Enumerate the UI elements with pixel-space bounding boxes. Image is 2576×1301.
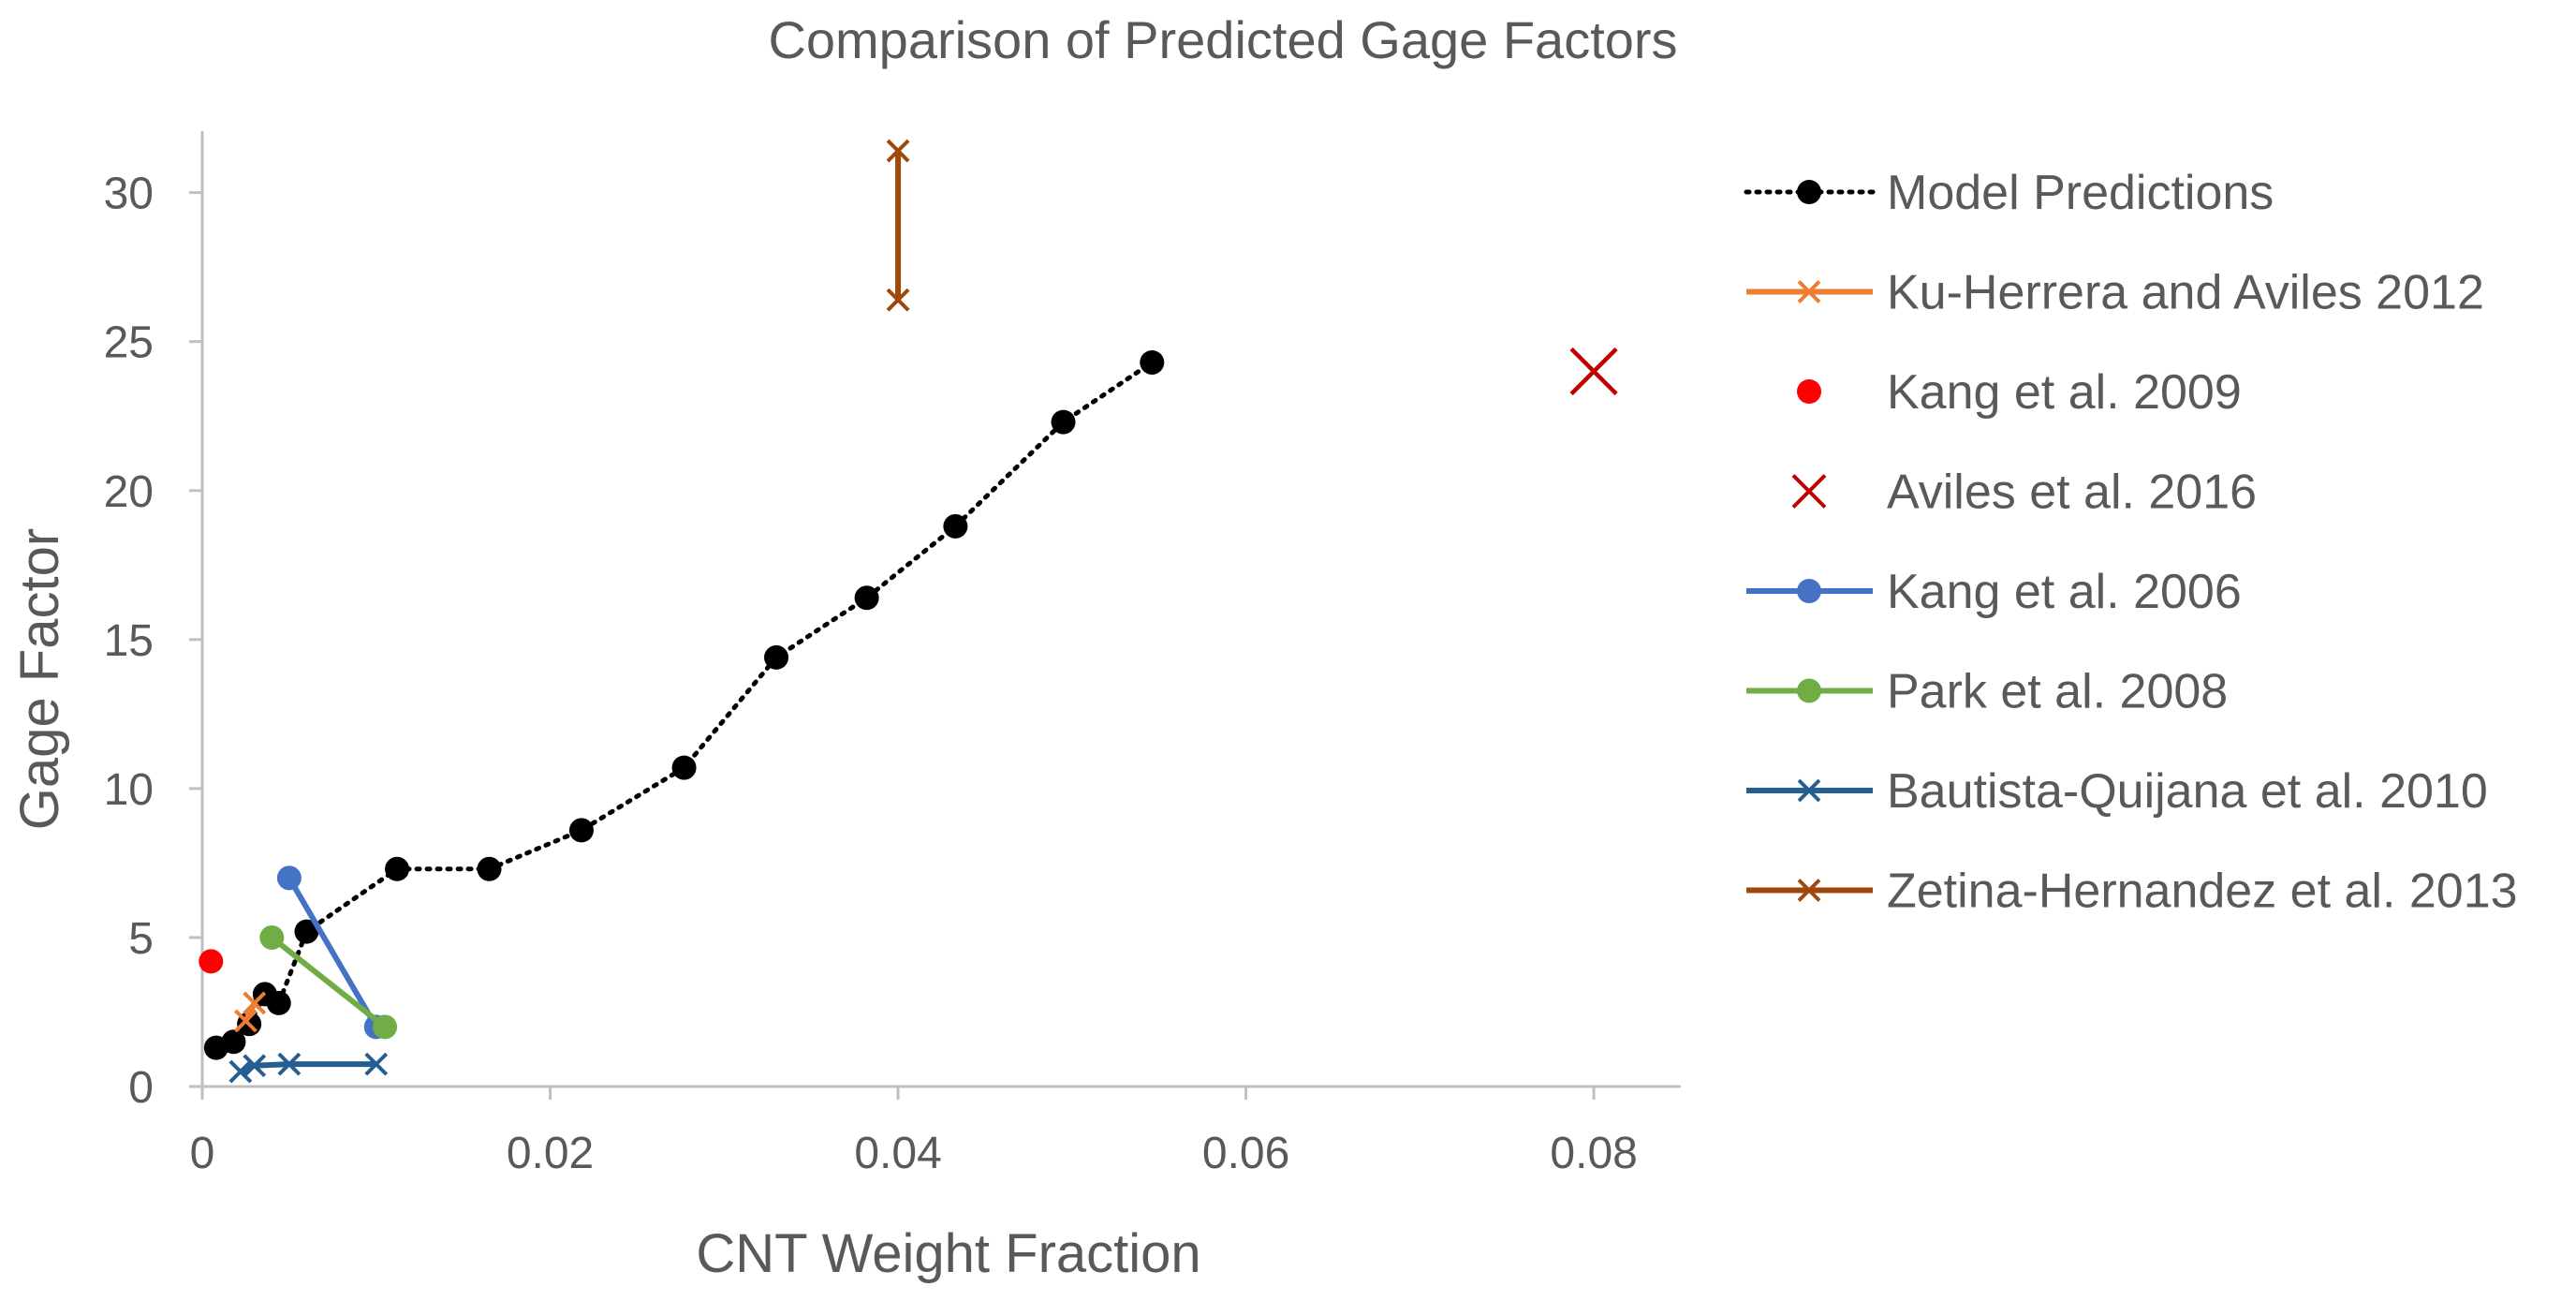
- legend-item-zetina-hernandez-et-al-2013: Zetina-Hernandez et al. 2013: [1746, 865, 2518, 919]
- series-line-bautista-quijana-et-al-2010: [239, 1061, 376, 1074]
- y-tick-label: 15: [104, 616, 154, 666]
- series-park-et-al-2008: [259, 924, 398, 1040]
- data-point-bautista-quijana-et-al-2010-stroke: [277, 1052, 302, 1076]
- data-point-model-predictions: [294, 919, 319, 944]
- chart-title: Comparison of Predicted Gage Factors: [768, 10, 1677, 69]
- legend-label-kang-et-al-2006: Kang et al. 2006: [1887, 565, 2242, 619]
- legend-marker-stroke: [1791, 474, 1827, 509]
- legend-label-model-predictions: Model Predictions: [1887, 166, 2274, 220]
- data-point-bautista-quijana-et-al-2010-stroke: [243, 1054, 267, 1078]
- legend-marker-ku-herrera-and-aviles-2012-stroke: [1797, 280, 1821, 303]
- data-point-kang-et-al-2009: [199, 949, 224, 974]
- data-point-bautista-quijana-et-al-2010: [277, 1052, 302, 1076]
- data-point-aviles-et-al-2016-stroke: [1569, 347, 1618, 396]
- legend-item-kang-et-al-2009: Kang et al. 2009: [1797, 365, 2242, 420]
- legend-marker-model-predictions: [1797, 180, 1821, 204]
- x-tick-label: 0: [190, 1129, 215, 1178]
- data-point-model-predictions: [221, 1029, 246, 1055]
- data-point-park-et-al-2008: [373, 1014, 398, 1040]
- x-tick-label: 0.02: [507, 1129, 594, 1178]
- legend-label-zetina-hernandez-et-al-2013: Zetina-Hernandez et al. 2013: [1887, 865, 2518, 919]
- series-model-predictions: [203, 349, 1165, 1060]
- legend-item-park-et-al-2008: Park et al. 2008: [1746, 665, 2228, 719]
- x-tick-label: 0.04: [854, 1129, 941, 1178]
- data-point-zetina-hernandez-et-al-2013: [886, 288, 910, 312]
- data-point-ku-herrera-and-aviles-2012: [234, 1009, 258, 1033]
- series-bautista-quijana-et-al-2010: [228, 1052, 389, 1084]
- legend-marker-bautista-quijana-et-al-2010-stroke: [1797, 778, 1821, 803]
- data-point-model-predictions: [568, 818, 594, 843]
- y-axis-title: Gage Factor: [9, 528, 70, 830]
- y-tick-label: 5: [128, 914, 154, 964]
- legend-marker-kang-et-al-2006: [1797, 579, 1821, 603]
- data-point-kang-et-al-2006: [276, 865, 302, 891]
- data-point-zetina-hernandez-et-al-2013-stroke: [886, 288, 910, 312]
- legend-marker-park-et-al-2008: [1797, 678, 1821, 703]
- y-tick-label: 25: [104, 318, 154, 368]
- data-point-bautista-quijana-et-al-2010-stroke: [228, 1059, 253, 1084]
- data-point-zetina-hernandez-et-al-2013: [886, 139, 910, 163]
- data-point-ku-herrera-and-aviles-2012: [243, 991, 267, 1015]
- data-point-model-predictions: [1140, 349, 1165, 375]
- data-point-bautista-quijana-et-al-2010: [228, 1059, 253, 1084]
- data-point-model-predictions: [943, 513, 968, 539]
- legend-marker-aviles-et-al-2016: [1791, 474, 1827, 509]
- series-kang-et-al-2009: [199, 949, 224, 974]
- legend-marker-kang-et-al-2009: [1797, 379, 1821, 404]
- data-point-bautista-quijana-et-al-2010-stroke: [364, 1052, 389, 1076]
- x-tick-label: 0.08: [1550, 1129, 1637, 1178]
- plot-area: 0 0.02 0.04 0.06 0.08 0 5 10 15 20 25 30: [104, 131, 1681, 1178]
- data-point-aviles-et-al-2016: [1569, 347, 1618, 396]
- legend-label-ku-herrera-and-aviles-2012: Ku-Herrera and Aviles 2012: [1887, 266, 2484, 320]
- legend: Model Predictions Ku-Herrera and Aviles 2…: [1744, 166, 2518, 919]
- data-point-model-predictions: [385, 856, 410, 881]
- data-point-model-predictions: [764, 644, 789, 670]
- legend-marker-zetina-hernandez-et-al-2013: [1797, 879, 1821, 902]
- data-point-ku-herrera-and-aviles-2012-stroke: [243, 991, 267, 1015]
- series-line-model-predictions: [213, 360, 1155, 1051]
- legend-item-ku-herrera-and-aviles-2012: Ku-Herrera and Aviles 2012: [1746, 266, 2484, 320]
- data-point-park-et-al-2008: [259, 924, 285, 950]
- data-point-model-predictions: [266, 990, 291, 1015]
- data-point-model-predictions: [671, 755, 697, 780]
- legend-item-kang-et-al-2006: Kang et al. 2006: [1746, 565, 2242, 619]
- series-aviles-et-al-2016: [1569, 347, 1618, 396]
- series-line-park-et-al-2008: [270, 935, 387, 1029]
- data-point-bautista-quijana-et-al-2010: [243, 1054, 267, 1078]
- legend-marker-bautista-quijana-et-al-2010: [1797, 778, 1821, 803]
- x-tick-label: 0.06: [1202, 1129, 1289, 1178]
- legend-label-park-et-al-2008: Park et al. 2008: [1887, 665, 2228, 719]
- legend-item-bautista-quijana-et-al-2010: Bautista-Quijana et al. 2010: [1746, 764, 2488, 819]
- legend-label-kang-et-al-2009: Kang et al. 2009: [1887, 365, 2242, 420]
- y-tick-label: 30: [104, 170, 154, 219]
- legend-label-bautista-quijana-et-al-2010: Bautista-Quijana et al. 2010: [1887, 764, 2488, 819]
- data-point-zetina-hernandez-et-al-2013-stroke: [886, 139, 910, 163]
- data-point-model-predictions: [854, 585, 879, 611]
- y-tick-label: 0: [128, 1063, 154, 1113]
- data-point-bautista-quijana-et-al-2010: [364, 1052, 389, 1076]
- legend-item-model-predictions: Model Predictions: [1744, 166, 2274, 220]
- data-point-model-predictions: [477, 856, 502, 881]
- legend-marker-zetina-hernandez-et-al-2013-stroke: [1797, 879, 1821, 902]
- x-axis-title: CNT Weight Fraction: [696, 1223, 1200, 1284]
- legend-label-aviles-et-al-2016: Aviles et al. 2016: [1887, 466, 2257, 520]
- legend-marker-ku-herrera-and-aviles-2012: [1797, 280, 1821, 303]
- data-point-model-predictions: [1051, 409, 1076, 435]
- y-tick-label: 20: [104, 467, 154, 517]
- y-tick-label: 10: [104, 765, 154, 815]
- legend-item-aviles-et-al-2016: Aviles et al. 2016: [1791, 466, 2257, 520]
- data-point-ku-herrera-and-aviles-2012-stroke: [234, 1009, 258, 1033]
- series-line-kang-et-al-2006: [287, 876, 379, 1028]
- series-zetina-hernandez-et-al-2013: [886, 139, 910, 312]
- series-ku-herrera-and-aviles-2012: [234, 991, 267, 1033]
